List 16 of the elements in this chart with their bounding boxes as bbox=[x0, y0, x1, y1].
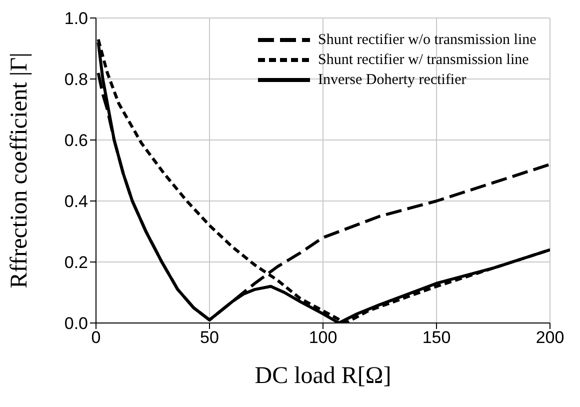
y-tick-label: 0.0 bbox=[64, 314, 88, 334]
y-tick-label: 1.0 bbox=[64, 9, 88, 28]
legend-label: Inverse Doherty rectifier bbox=[318, 72, 466, 88]
y-tick-label: 0.4 bbox=[64, 192, 88, 212]
legend-label: Shunt rectifier w/ transmission line bbox=[318, 52, 529, 68]
x-tick-label: 200 bbox=[536, 328, 564, 348]
y-tick-label: 0.2 bbox=[64, 253, 88, 272]
y-axis-title: Rffrection coefficient |Γ| bbox=[6, 52, 33, 288]
x-tick-label: 0 bbox=[91, 328, 101, 348]
y-tick-label: 0.8 bbox=[64, 70, 88, 90]
x-tick-label: 150 bbox=[422, 328, 451, 348]
x-tick-label: 50 bbox=[200, 328, 219, 348]
x-tick-label: 100 bbox=[308, 328, 338, 348]
legend-label: Shunt rectifier w/o transmission line bbox=[318, 32, 536, 48]
x-axis-title: DC load R[Ω] bbox=[254, 363, 392, 389]
y-tick-label: 0.6 bbox=[64, 131, 88, 150]
